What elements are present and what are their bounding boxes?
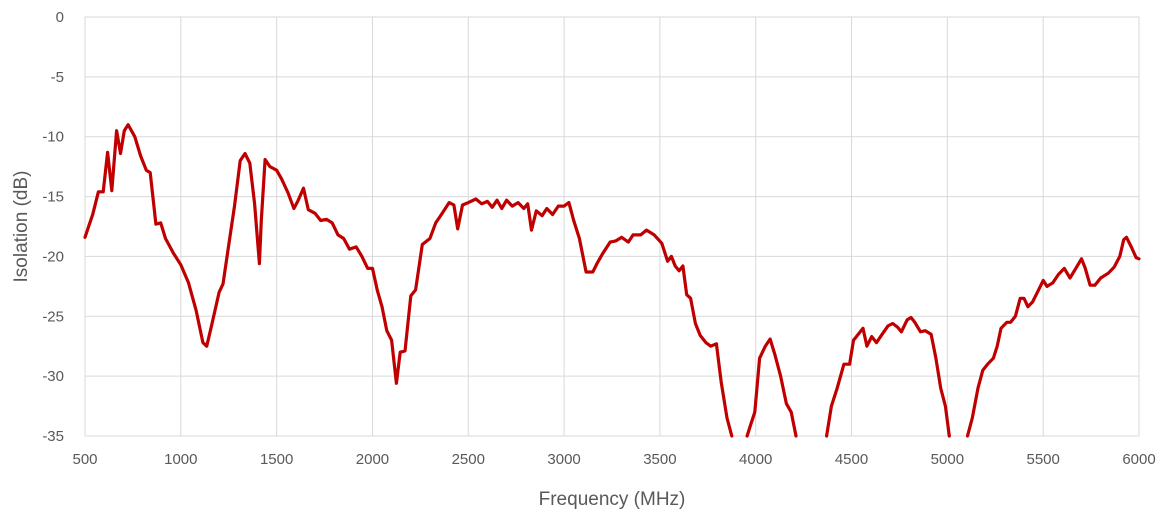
isolation-series-line bbox=[745, 337, 798, 438]
isolation-series-line bbox=[965, 235, 1141, 438]
y-tick-label: -25 bbox=[42, 308, 64, 325]
x-tick-label: 500 bbox=[72, 451, 97, 468]
isolation-series-line bbox=[825, 315, 951, 438]
y-tick-label: -5 bbox=[51, 69, 64, 86]
x-tick-label: 4500 bbox=[835, 451, 868, 468]
y-tick-label: -30 bbox=[42, 368, 64, 385]
x-axis-title: Frequency (MHz) bbox=[539, 489, 686, 510]
y-tick-label: -20 bbox=[42, 248, 64, 265]
y-tick-label: -15 bbox=[42, 189, 64, 206]
tick-labels: 0 -5 -10 -15 -20 -25 -30 -35 500 1000 1500 2000 2500… bbox=[42, 9, 1155, 468]
y-tick-label: -10 bbox=[42, 129, 64, 146]
x-tick-label: 3000 bbox=[547, 451, 580, 468]
isolation-series-line bbox=[83, 123, 734, 438]
x-tick-label: 1500 bbox=[260, 451, 293, 468]
x-tick-label: 6000 bbox=[1122, 451, 1155, 468]
x-tick-label: 2500 bbox=[452, 451, 485, 468]
x-tick-label: 5000 bbox=[931, 451, 964, 468]
x-tick-label: 4000 bbox=[739, 451, 772, 468]
y-tick-label: 0 bbox=[56, 9, 64, 26]
x-tick-label: 5500 bbox=[1026, 451, 1059, 468]
x-tick-label: 2000 bbox=[356, 451, 389, 468]
y-tick-label: -35 bbox=[42, 428, 64, 445]
x-tick-label: 3500 bbox=[643, 451, 676, 468]
series-layer bbox=[83, 123, 1141, 438]
y-axis-title: Isolation (dB) bbox=[11, 171, 32, 283]
x-tick-label: 1000 bbox=[164, 451, 197, 468]
gridlines bbox=[84, 16, 1140, 437]
